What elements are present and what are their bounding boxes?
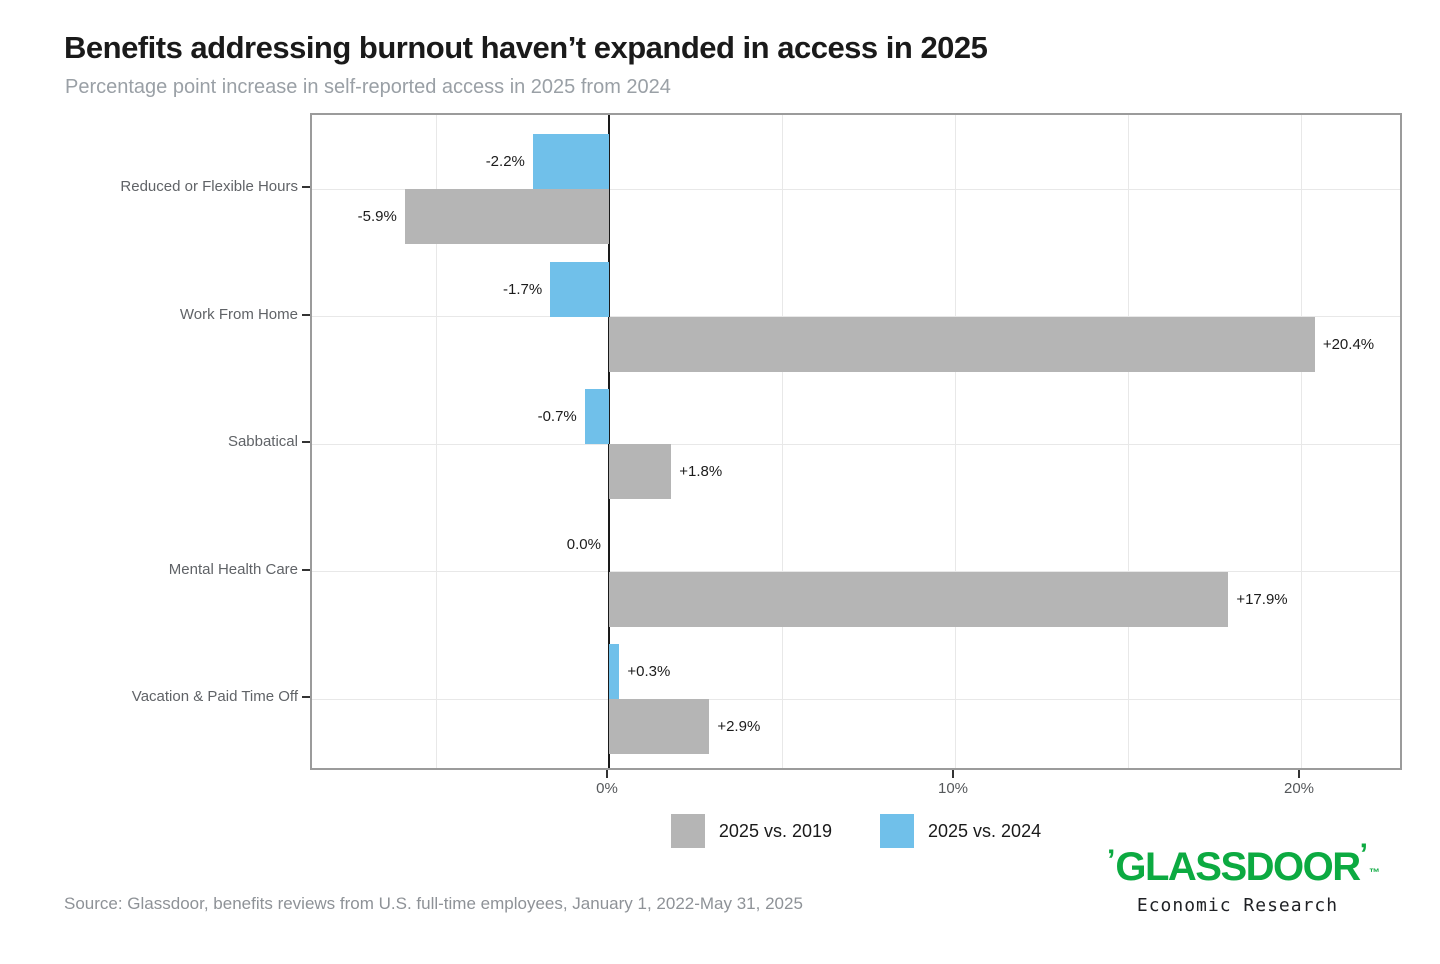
- y-axis-tick: [302, 441, 310, 443]
- bar-2025-vs-2019-sabbatical: [609, 444, 672, 499]
- x-axis-tick: [952, 770, 954, 778]
- bar-2025-vs-2019-reduced-or-flexible-hours: [404, 189, 609, 244]
- bar-value-label: -0.7%: [537, 408, 577, 425]
- legend-swatch-icon: [880, 814, 914, 848]
- logo-subtext: Economic Research: [1136, 895, 1339, 916]
- bar-value-label: +0.3%: [627, 663, 671, 680]
- x-axis-label-20: 20%: [1283, 780, 1315, 797]
- bar-2025-vs-2024-vacation-paid-time-off: [609, 644, 620, 699]
- gridline-vertical: [781, 115, 783, 768]
- category-label-work-from-home: Work From Home: [179, 305, 298, 323]
- x-axis-label-0: 0%: [596, 780, 618, 797]
- category-label-mental-health-care: Mental Health Care: [168, 560, 298, 578]
- logo-quote-left-icon: ’: [1107, 844, 1116, 877]
- chart-title: Benefits addressing burnout haven’t expa…: [64, 30, 988, 65]
- x-axis-tick: [606, 770, 608, 778]
- category-label-sabbatical: Sabbatical: [227, 433, 298, 450]
- zero-axis-line: [608, 115, 610, 768]
- legend-label: 2025 vs. 2019: [718, 820, 832, 841]
- trademark-icon: ™: [1368, 867, 1380, 879]
- gridline-horizontal: [312, 188, 1400, 190]
- gridline-horizontal: [312, 443, 1400, 445]
- bar-value-label: +2.9%: [717, 718, 761, 735]
- x-axis-tick: [1298, 770, 1300, 778]
- bar-value-label: -5.9%: [357, 208, 397, 225]
- gridline-vertical: [435, 115, 437, 768]
- bar-2025-vs-2024-sabbatical: [584, 389, 609, 444]
- bar-value-label: -2.2%: [485, 153, 525, 170]
- gridline-vertical: [1127, 115, 1129, 768]
- logo-text: GLASSDOOR: [1115, 845, 1361, 889]
- legend-swatch-icon: [670, 814, 705, 848]
- bar-2025-vs-2024-work-from-home: [550, 261, 609, 317]
- legend: 2025 vs. 2019 2025 vs. 2024: [310, 814, 1402, 848]
- bar-2025-vs-2019-vacation-paid-time-off: [609, 699, 710, 754]
- bar-value-label: +1.8%: [679, 463, 723, 480]
- logo-quote-right-icon: ’: [1359, 838, 1368, 871]
- y-axis-tick: [302, 568, 310, 571]
- bar-value-label: +17.9%: [1236, 590, 1288, 608]
- bar-2025-vs-2024-reduced-or-flexible-hours: [532, 134, 609, 189]
- glassdoor-logo: ’GLASSDOOR’ ™ Economic Research: [1095, 838, 1380, 916]
- plot-area: -2.2% -1.7% -0.7% 0.0% +0.3% -5.9% +20.4% +1.8%…: [310, 113, 1402, 770]
- gridline-vertical: [954, 115, 956, 768]
- bar-2025-vs-2019-mental-health-care: [609, 571, 1229, 627]
- gridline-horizontal: [312, 698, 1400, 700]
- bar-value-label: 0.0%: [566, 535, 601, 553]
- y-axis-tick: [302, 696, 310, 698]
- legend-entry-2025-vs-2019: 2025 vs. 2019: [670, 814, 832, 848]
- x-axis-label-10: 10%: [937, 780, 969, 797]
- y-axis-tick: [302, 313, 310, 316]
- category-label-vacation-paid-time-off: Vacation & Paid Time Off: [131, 688, 298, 705]
- source-note: Source: Glassdoor, benefits reviews from…: [64, 894, 803, 913]
- bar-2025-vs-2019-work-from-home: [609, 316, 1315, 372]
- bar-value-label: -1.7%: [502, 280, 543, 298]
- glassdoor-wordmark: ’GLASSDOOR’ ™: [1107, 838, 1380, 892]
- legend-entry-2025-vs-2024: 2025 vs. 2024: [880, 814, 1041, 848]
- category-label-reduced-or-flexible-hours: Reduced or Flexible Hours: [120, 178, 298, 195]
- bar-value-label: +20.4%: [1322, 335, 1375, 353]
- legend-label: 2025 vs. 2024: [928, 820, 1042, 841]
- chart-subtitle: Percentage point increase in self-report…: [65, 76, 671, 98]
- gridline-vertical: [1300, 115, 1302, 768]
- y-axis-tick: [302, 186, 310, 188]
